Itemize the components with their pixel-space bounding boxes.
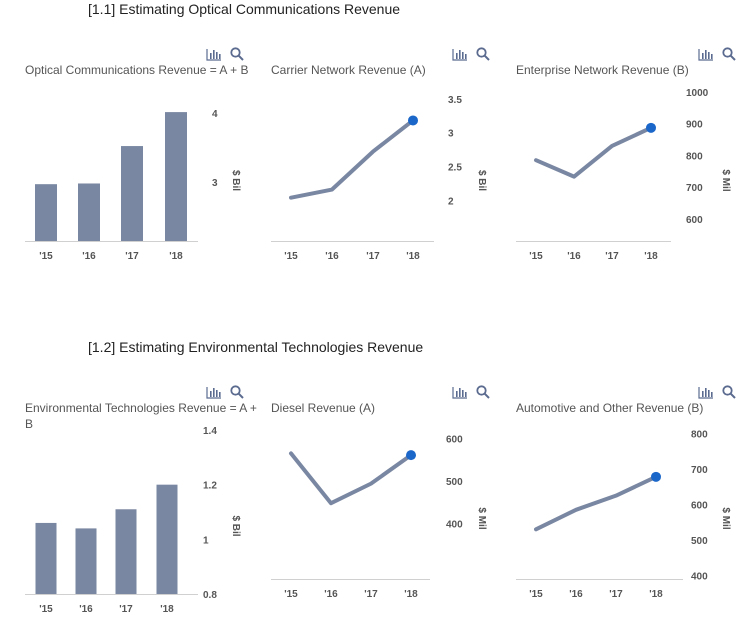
y-tick-label: 600 xyxy=(691,501,708,512)
y-tick-label: 800 xyxy=(691,430,708,441)
x-tick-label: '16 xyxy=(82,251,96,262)
search-icon[interactable] xyxy=(230,47,244,61)
bar xyxy=(75,528,97,594)
x-tick-label: '17 xyxy=(609,589,623,600)
y-tick-label: 1 xyxy=(203,535,209,546)
x-tick-label: '18 xyxy=(404,589,418,600)
x-tick-label: '18 xyxy=(406,251,420,262)
x-tick-label: '17 xyxy=(605,251,619,262)
y-tick-label: 0.8 xyxy=(203,590,217,601)
y-unit-label: $ Bil xyxy=(476,170,487,191)
x-tick-label: '16 xyxy=(79,604,93,615)
y-tick-label: 600 xyxy=(446,435,463,446)
y-unit-label: $ Mil xyxy=(476,507,487,529)
x-tick-label: '17 xyxy=(366,251,380,262)
y-tick-label: 3 xyxy=(212,178,218,189)
bar xyxy=(115,509,137,594)
x-tick-label: '15 xyxy=(39,604,53,615)
x-tick-label: '18 xyxy=(169,251,183,262)
x-tick-label: '18 xyxy=(644,251,658,262)
y-tick-label: 1000 xyxy=(686,88,709,99)
series-line xyxy=(289,118,415,200)
x-tick-label: '17 xyxy=(119,604,133,615)
last-point-marker xyxy=(646,122,656,133)
section-title-optical: [1.1] Estimating Optical Communications … xyxy=(88,1,401,17)
x-tick-label: '15 xyxy=(284,251,298,262)
x-tick-label: '16 xyxy=(569,589,583,600)
search-icon[interactable] xyxy=(476,385,490,399)
y-tick-label: 600 xyxy=(686,215,703,226)
last-point-marker xyxy=(406,450,416,461)
bar xyxy=(35,184,57,241)
bar-chart-icon[interactable] xyxy=(206,386,222,399)
series-line xyxy=(289,451,413,506)
x-tick-label: '18 xyxy=(649,589,663,600)
x-tick-label: '15 xyxy=(284,589,298,600)
bar-chart-icon[interactable] xyxy=(698,48,714,61)
chart-title-environmental-total: Environmental Technologies Revenue = A +… xyxy=(25,401,257,431)
y-tick-label: 1.2 xyxy=(203,481,217,492)
bar xyxy=(165,112,187,241)
x-tick-label: '15 xyxy=(529,251,543,262)
x-tick-label: '16 xyxy=(567,251,581,262)
last-point-marker xyxy=(408,115,418,126)
x-tick-label: '16 xyxy=(324,589,338,600)
x-tick-label: '18 xyxy=(160,604,174,615)
section-title-environmental: [1.2] Estimating Environmental Technolog… xyxy=(88,339,424,355)
y-unit-label: $ Mil xyxy=(720,507,731,529)
y-unit-label: $ Mil xyxy=(720,169,731,191)
x-tick-label: '17 xyxy=(125,251,139,262)
bar-chart-icon[interactable] xyxy=(206,48,222,61)
y-unit-label: $ Bil xyxy=(230,170,241,191)
search-icon[interactable] xyxy=(722,47,736,61)
y-tick-label: 1.4 xyxy=(203,426,217,437)
bar-chart-icon[interactable] xyxy=(452,386,468,399)
y-tick-label: 700 xyxy=(686,183,703,194)
bar-chart-icon[interactable] xyxy=(698,386,714,399)
y-tick-label: 2 xyxy=(448,196,454,207)
x-tick-label: '15 xyxy=(39,251,53,262)
search-icon[interactable] xyxy=(230,385,244,399)
last-point-marker xyxy=(651,471,661,482)
chart-title-enterprise-network: Enterprise Network Revenue (B) xyxy=(516,63,689,77)
y-tick-label: 400 xyxy=(446,520,463,531)
y-tick-label: 500 xyxy=(691,536,708,547)
bar xyxy=(35,522,57,594)
y-tick-label: 500 xyxy=(446,477,463,488)
y-tick-label: 2.5 xyxy=(448,163,462,174)
bar xyxy=(121,146,143,241)
search-icon[interactable] xyxy=(722,385,736,399)
chart-title-optical-total: Optical Communications Revenue = A + B xyxy=(25,63,249,77)
y-tick-label: 4 xyxy=(212,109,218,120)
chart-title-carrier-network: Carrier Network Revenue (A) xyxy=(271,63,426,77)
series-line xyxy=(534,474,658,532)
chart-title-diesel: Diesel Revenue (A) xyxy=(271,401,376,415)
bar-chart-icon[interactable] xyxy=(452,48,468,61)
y-tick-label: 700 xyxy=(691,465,708,476)
y-tick-label: 400 xyxy=(691,571,708,582)
y-unit-label: $ Bil xyxy=(230,515,241,536)
bar xyxy=(156,484,178,594)
y-tick-label: 900 xyxy=(686,120,703,131)
series-line xyxy=(534,125,653,179)
x-tick-label: '15 xyxy=(529,589,543,600)
bar xyxy=(78,183,100,241)
chart-title-automotive: Automotive and Other Revenue (B) xyxy=(516,401,704,415)
y-tick-label: 800 xyxy=(686,151,703,162)
y-tick-label: 3 xyxy=(448,129,454,140)
x-tick-label: '16 xyxy=(325,251,339,262)
y-tick-label: 3.5 xyxy=(448,95,462,106)
x-tick-label: '17 xyxy=(364,589,378,600)
search-icon[interactable] xyxy=(476,47,490,61)
